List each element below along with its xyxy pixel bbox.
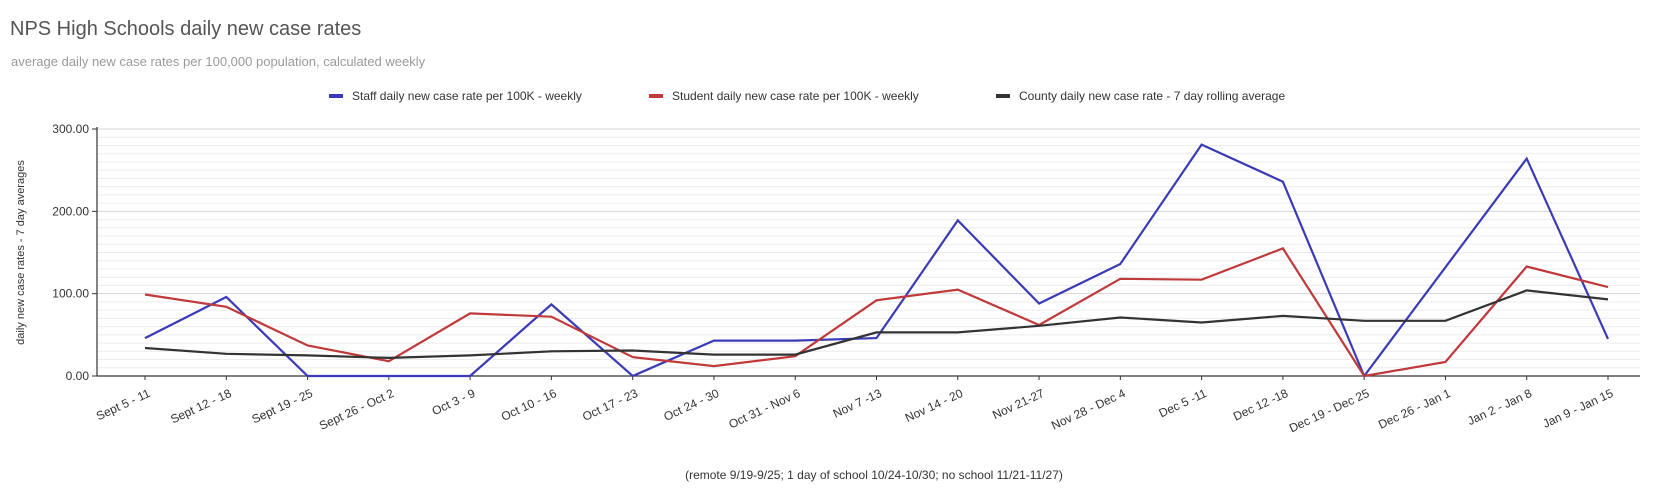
x-tick-label: Oct 31 - Nov 6 (726, 386, 802, 432)
x-tick-label: Oct 3 - 9 (430, 386, 478, 418)
x-tick-label: Nov 21-27 (990, 386, 1046, 422)
y-axis-label: daily new case rates - 7 day averages (15, 160, 27, 345)
x-tick-label: Oct 17 - 23 (580, 386, 640, 424)
legend-item[interactable]: County daily new case rate - 7 day rolli… (996, 89, 1285, 103)
y-tick-label: 300.00 (52, 122, 89, 136)
x-tick-label: Sept 12 - 18 (168, 386, 233, 426)
x-tick-label: Oct 10 - 16 (499, 386, 559, 424)
x-tick-label: Nov 7 -13 (831, 386, 884, 421)
x-tick-label: Sept 19 - 25 (250, 386, 315, 426)
series-line-2 (144, 247, 1609, 378)
x-tick-label: Oct 24 - 30 (661, 386, 721, 424)
series-line-3 (144, 289, 1609, 360)
y-tick-label: 200.00 (52, 204, 89, 218)
legend-swatch (649, 94, 663, 98)
x-tick-label: Nov 28 - Dec 4 (1049, 386, 1128, 433)
x-tick-label: Dec 12 -18 (1231, 386, 1290, 424)
x-tick-label: Dec 5 -11 (1157, 386, 1210, 420)
x-tick-label: Dec 19 - Dec 25 (1287, 386, 1372, 435)
y-tick-label: 100.00 (52, 287, 89, 301)
legend-label: Student daily new case rate per 100K - w… (672, 89, 919, 103)
legend-label: Staff daily new case rate per 100K - wee… (352, 89, 582, 103)
x-tick-label: Jan 9 - Jan 15 (1540, 386, 1615, 431)
x-tick-label: Jan 2 - Jan 8 (1465, 386, 1534, 428)
legend-swatch (996, 94, 1010, 98)
x-tick-label: Nov 14 - 20 (903, 386, 965, 425)
chart-legend: Staff daily new case rate per 100K - wee… (0, 89, 1680, 105)
legend-swatch (329, 94, 343, 98)
chart-footnote: (remote 9/19-9/25; 1 day of school 10/24… (685, 468, 1063, 482)
chart-subtitle: average daily new case rates per 100,000… (11, 54, 426, 69)
legend-item[interactable]: Student daily new case rate per 100K - w… (649, 89, 919, 103)
chart-title: NPS High Schools daily new case rates (10, 18, 362, 40)
x-tick-label: Sept 26 - Oct 2 (317, 386, 396, 433)
y-tick-label: 0.00 (66, 369, 90, 383)
x-tick-label: Sept 5 - 11 (94, 386, 153, 423)
legend-item[interactable]: Staff daily new case rate per 100K - wee… (329, 89, 582, 103)
legend-label: County daily new case rate - 7 day rolli… (1019, 89, 1286, 103)
x-tick-label: Dec 26 - Jan 1 (1376, 386, 1453, 432)
